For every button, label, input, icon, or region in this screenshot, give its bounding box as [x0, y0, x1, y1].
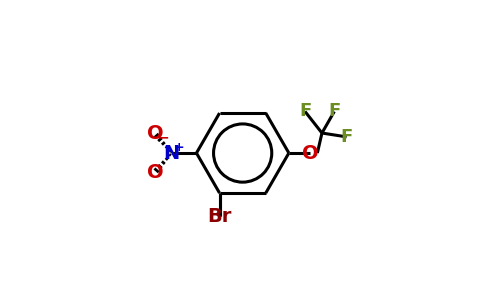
Text: N: N	[164, 143, 180, 163]
Text: F: F	[328, 103, 340, 121]
Text: O: O	[302, 143, 319, 163]
Text: F: F	[299, 103, 311, 121]
Text: O: O	[147, 163, 163, 182]
Text: Br: Br	[207, 207, 232, 226]
Text: F: F	[340, 128, 353, 146]
Text: −: −	[157, 130, 169, 145]
Text: +: +	[173, 141, 184, 154]
Text: O: O	[147, 124, 163, 143]
